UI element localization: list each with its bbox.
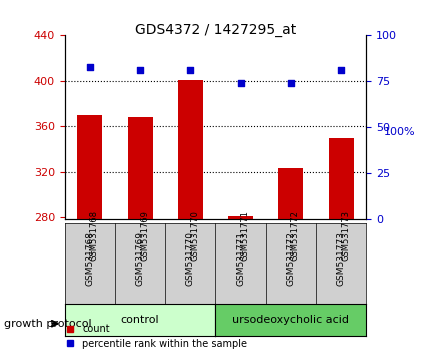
Text: ursodeoxycholic acid: ursodeoxycholic acid xyxy=(232,315,349,325)
Text: GSM531769: GSM531769 xyxy=(140,210,149,261)
Bar xyxy=(328,138,353,219)
Text: GSM531771: GSM531771 xyxy=(236,231,245,286)
Bar xyxy=(178,80,203,219)
Text: control: control xyxy=(120,315,159,325)
Bar xyxy=(127,117,152,219)
Point xyxy=(187,68,194,73)
Point xyxy=(337,68,344,73)
Text: GSM531773: GSM531773 xyxy=(336,231,345,286)
Text: GSM531768: GSM531768 xyxy=(89,210,98,261)
Bar xyxy=(227,216,253,219)
Bar xyxy=(77,115,102,219)
Text: growth protocol: growth protocol xyxy=(4,319,92,329)
Text: GDS4372 / 1427295_at: GDS4372 / 1427295_at xyxy=(135,23,295,37)
Point xyxy=(136,68,143,73)
Text: GSM531770: GSM531770 xyxy=(185,231,194,286)
Text: GSM531770: GSM531770 xyxy=(190,210,199,261)
Text: GSM531769: GSM531769 xyxy=(135,231,144,286)
Y-axis label: 100%: 100% xyxy=(383,127,415,137)
Point xyxy=(287,80,294,86)
Text: GSM531771: GSM531771 xyxy=(240,210,249,261)
Text: GSM531768: GSM531768 xyxy=(85,231,94,286)
Point xyxy=(237,80,243,86)
Point xyxy=(86,64,93,69)
Bar xyxy=(278,169,303,219)
Text: GSM531773: GSM531773 xyxy=(341,210,350,261)
Text: GSM531772: GSM531772 xyxy=(286,231,295,286)
Text: GSM531772: GSM531772 xyxy=(290,210,299,261)
Legend: count, percentile rank within the sample: count, percentile rank within the sample xyxy=(61,320,251,353)
